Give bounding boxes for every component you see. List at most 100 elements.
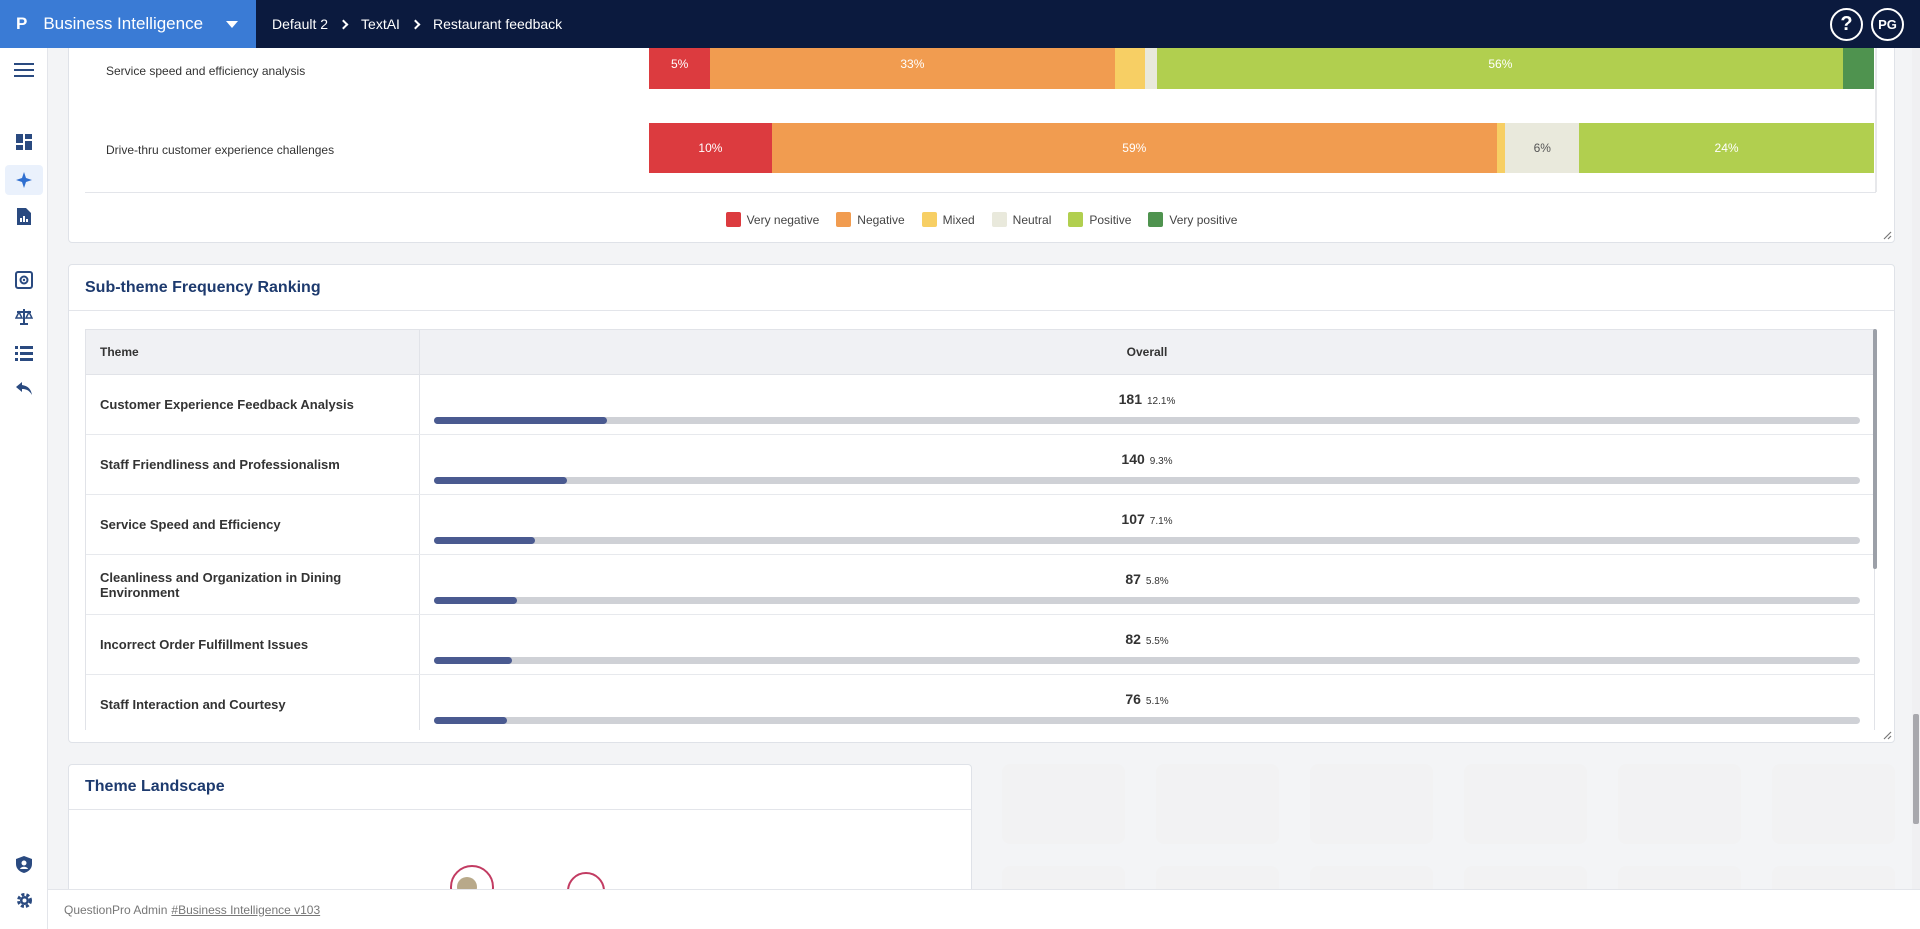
legend-item-neutral[interactable]: Neutral [991, 212, 1051, 227]
sentiment-segment-positive[interactable]: 56% [1157, 48, 1844, 89]
sentiment-segment-very-negative[interactable]: 5% [649, 48, 711, 89]
legend-swatch [1148, 212, 1164, 227]
sentiment-segment-mixed[interactable] [1496, 123, 1506, 173]
legend-item-positive[interactable]: Positive [1068, 212, 1131, 227]
chevron-right-icon [338, 19, 349, 29]
sparkle-icon[interactable] [5, 165, 43, 195]
column-header-theme[interactable]: Theme [86, 330, 420, 374]
frequency-bar-track [434, 717, 1860, 724]
sentiment-bar[interactable]: 10% 59% 6% 24% [649, 123, 1874, 173]
help-button[interactable]: ? [1830, 8, 1863, 41]
table-scrollbar[interactable] [1873, 329, 1877, 569]
legend-item-very-negative[interactable]: Very negative [725, 212, 820, 227]
resize-handle-icon[interactable] [1883, 231, 1892, 240]
breadcrumb-item-workspace[interactable]: Default 2 [272, 16, 329, 32]
table-row[interactable]: Customer Experience Feedback Analysis 181… [86, 375, 1874, 435]
sentiment-row-label: Service speed and efficiency analysis [106, 64, 306, 78]
legend-swatch [991, 212, 1007, 227]
legend-item-very-positive[interactable]: Very positive [1148, 212, 1237, 227]
legend-label: Mixed [942, 212, 975, 227]
table-header: Theme Overall [86, 330, 1874, 375]
table-row[interactable]: Incorrect Order Fulfillment Issues 82 5.5% [86, 615, 1874, 675]
column-header-overall[interactable]: Overall [1126, 345, 1168, 359]
user-shield-icon[interactable] [14, 854, 34, 874]
product-switcher[interactable]: P Business Intelligence [0, 0, 256, 48]
footer-version-link[interactable]: #Business Intelligence v103 [171, 902, 321, 917]
footer-text: QuestionPro Admin [64, 902, 168, 917]
legend-item-mixed[interactable]: Mixed [921, 212, 975, 227]
frequency-percent: 5.1% [1145, 696, 1169, 707]
frequency-value: 87 5.8% [420, 571, 1874, 587]
landscape-title: Theme Landscape [85, 778, 225, 795]
settings-icon[interactable] [14, 890, 34, 910]
sentiment-segment-very-positive[interactable] [1843, 48, 1874, 89]
page-scrollbar-track [1912, 48, 1920, 889]
frequency-bar-track [434, 477, 1860, 484]
frequency-bar-fill [434, 417, 607, 424]
legend-label: Very positive [1169, 212, 1238, 227]
frequency-bar-track [434, 417, 1860, 424]
list-icon[interactable] [14, 343, 34, 363]
sentiment-bar[interactable]: 5% 33% 56% [649, 48, 1874, 89]
breadcrumb: Default 2 TextAI Restaurant feedback [272, 16, 562, 32]
loading-placeholder [1156, 764, 1279, 844]
chevron-right-icon [410, 19, 421, 29]
footer: QuestionPro Admin #Business Intelligence… [48, 889, 1920, 929]
frequency-bar-track [434, 657, 1860, 664]
sentiment-segment-negative[interactable]: 59% [771, 123, 1497, 173]
frequency-bar-fill [434, 597, 517, 604]
table-row[interactable]: Cleanliness and Organization in Dining E… [86, 555, 1874, 615]
overall-cell: 181 12.1% [420, 375, 1874, 434]
loading-placeholder [1002, 764, 1125, 844]
sentiment-segment-very-negative[interactable]: 10% [649, 123, 772, 173]
table-row[interactable]: Service Speed and Efficiency 107 7.1% [86, 495, 1874, 555]
report-icon[interactable] [14, 206, 34, 226]
frequency-value: 82 5.5% [420, 631, 1874, 647]
bubble-chart[interactable] [449, 865, 629, 889]
reply-icon[interactable] [14, 379, 34, 399]
ranking-title: Sub-theme Frequency Ranking [85, 278, 321, 296]
resize-handle-icon[interactable] [1883, 731, 1892, 740]
avatar[interactable]: PG [1871, 8, 1904, 41]
sentiment-segment-positive[interactable]: 24% [1579, 123, 1874, 173]
loading-placeholder [1310, 764, 1433, 844]
scale-icon[interactable] [14, 307, 34, 327]
legend-swatch [921, 212, 937, 227]
loading-placeholder [1618, 764, 1741, 844]
frequency-count: 82 [1125, 631, 1141, 647]
table-row[interactable]: Staff Friendliness and Professionalism 14… [86, 435, 1874, 495]
frequency-bar-fill [434, 717, 507, 724]
frequency-bar-fill [434, 477, 567, 484]
page-scrollbar[interactable] [1913, 714, 1919, 824]
overall-cell: 140 9.3% [420, 435, 1874, 494]
sentiment-legend: Very negative Negative Mixed Neutral Positiv… [69, 212, 1894, 227]
caret-down-icon [226, 20, 238, 28]
breadcrumb-item-current: Restaurant feedback [432, 16, 563, 32]
menu-icon[interactable] [14, 60, 34, 80]
top-bar: P Business Intelligence Default 2 TextAI… [0, 0, 1920, 48]
ranking-table: Theme Overall Customer Experience Feedba… [85, 329, 1875, 730]
analysis-icon[interactable] [14, 270, 34, 290]
legend-label: Very negative [746, 212, 820, 227]
frequency-bar-track [434, 537, 1860, 544]
sentiment-segment-mixed[interactable] [1114, 48, 1146, 89]
sentiment-segment-neutral[interactable] [1145, 48, 1158, 89]
sentiment-segment-neutral[interactable]: 6% [1505, 123, 1580, 173]
table-row[interactable]: Staff Interaction and Courtesy 76 5.1% [86, 675, 1874, 730]
overall-cell: 107 7.1% [420, 495, 1874, 554]
frequency-count: 107 [1121, 511, 1145, 527]
sentiment-segment-negative[interactable]: 33% [710, 48, 1115, 89]
theme-name: Customer Experience Feedback Analysis [86, 375, 420, 434]
theme-name: Incorrect Order Fulfillment Issues [86, 615, 420, 674]
theme-name: Staff Interaction and Courtesy [86, 675, 420, 730]
breadcrumb-item-textai[interactable]: TextAI [361, 16, 400, 32]
theme-name: Staff Friendliness and Professionalism [86, 435, 420, 494]
overall-cell: 87 5.8% [420, 555, 1874, 614]
frequency-value: 76 5.1% [420, 691, 1874, 707]
legend-swatch [836, 212, 852, 227]
dashboard-icon[interactable] [14, 132, 34, 152]
theme-name: Service Speed and Efficiency [86, 495, 420, 554]
legend-item-negative[interactable]: Negative [836, 212, 905, 227]
frequency-count: 140 [1121, 451, 1145, 467]
legend-label: Negative [857, 212, 905, 227]
